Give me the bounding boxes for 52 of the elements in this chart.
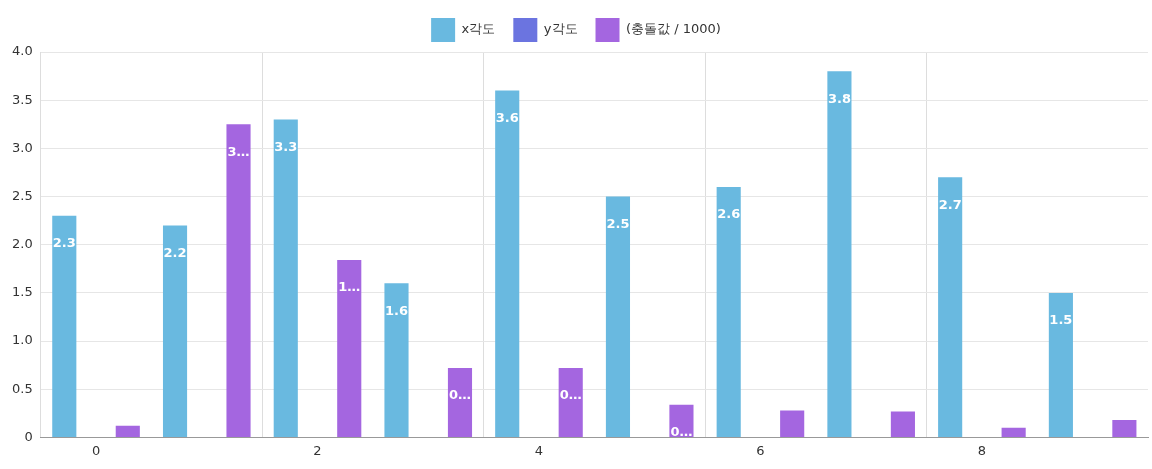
data-label: 2.5: [606, 215, 630, 231]
bar: [52, 215, 77, 437]
x-tick-label: 4: [534, 442, 544, 458]
x-tick-label: 8: [977, 442, 987, 458]
data-label: 1.5: [1049, 312, 1073, 328]
x-tick-label: 0: [91, 442, 101, 458]
bar: [115, 425, 140, 437]
data-label: 3.3: [274, 138, 298, 154]
y-tick-label: 2.5: [11, 187, 33, 203]
bar: [273, 119, 298, 437]
bar: [337, 260, 362, 437]
bar: [938, 177, 963, 437]
data-label: 1…: [338, 279, 361, 295]
y-tick-label: 2.0: [11, 236, 33, 252]
data-label: 2.7: [938, 196, 962, 212]
y-tick-label: 3.0: [11, 139, 33, 155]
bar: [780, 410, 805, 437]
x-tick-label: 2: [313, 442, 322, 458]
legend-label: y각도: [543, 21, 578, 37]
data-label: 0…: [559, 387, 582, 403]
bar: [605, 196, 631, 437]
data-label: 1.6: [384, 302, 409, 318]
bar: [1048, 292, 1073, 437]
bar: [226, 124, 251, 437]
y-tick-label: 1.5: [11, 284, 33, 300]
legend-label: x각도: [461, 21, 496, 37]
bar: [1112, 420, 1137, 437]
legend-label: (충돌값 / 1000): [626, 21, 721, 37]
bar: [162, 225, 188, 437]
y-tick-label: 0: [24, 428, 33, 444]
data-label: 2.3: [52, 235, 76, 251]
y-tick-label: 1.0: [11, 332, 33, 348]
bar: [558, 368, 583, 437]
data-label: 3.8: [827, 90, 851, 106]
bar: [827, 71, 852, 437]
data-label: 2.2: [163, 244, 187, 260]
bar: [447, 368, 473, 437]
data-label: 3…: [227, 143, 250, 159]
bar: [1001, 427, 1026, 437]
bar: [890, 411, 915, 437]
bar: [716, 186, 741, 437]
bar: [384, 283, 409, 437]
bar: [495, 90, 520, 437]
y-tick-label: 4.0: [11, 43, 33, 59]
data-label: 0…: [448, 387, 472, 403]
y-tick-label: 0.5: [11, 380, 33, 396]
data-label: 3.6: [495, 109, 519, 125]
x-tick-label: 6: [756, 442, 765, 458]
data-label: 0…: [670, 424, 693, 440]
bar: [669, 404, 694, 437]
y-tick-label: 3.5: [11, 91, 33, 107]
data-label: 2.6: [717, 206, 741, 222]
